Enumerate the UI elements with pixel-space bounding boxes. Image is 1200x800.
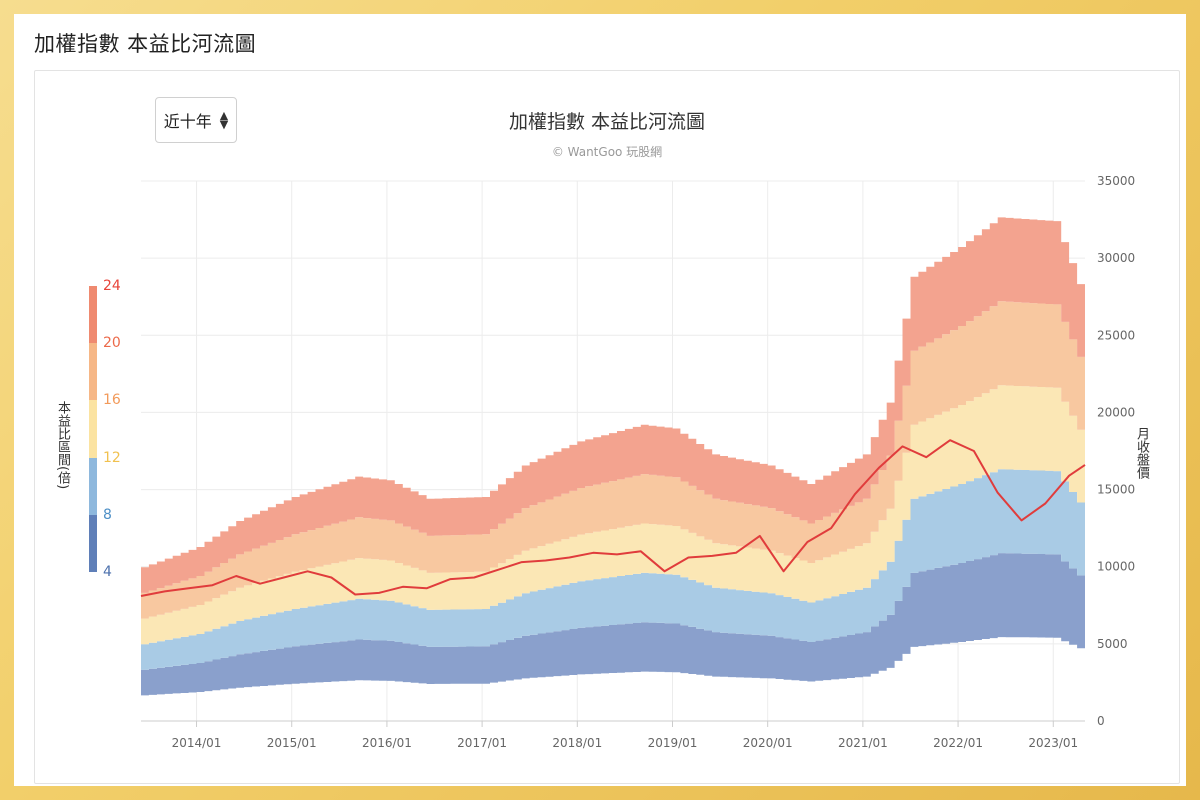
y-tick-label: 10000: [1097, 560, 1135, 574]
pe-band-12-16: [141, 385, 1085, 645]
legend-title: 本益比區間(倍): [55, 401, 70, 490]
legend-label: 16: [103, 392, 121, 409]
legend-label: 12: [103, 449, 121, 466]
pe-band-8-12: [141, 469, 1085, 670]
range-select-label: 近十年: [163, 112, 212, 131]
x-tick-label: 2017/01: [457, 736, 507, 750]
x-tick-label: 2023/01: [1028, 736, 1078, 750]
price-line: [140, 439, 1086, 597]
x-tick-label: 2016/01: [362, 736, 412, 750]
x-tick-label: 2022/01: [933, 736, 983, 750]
y-tick-label: 25000: [1097, 328, 1135, 342]
legend-label: 24: [103, 278, 121, 294]
legend-label: 8: [103, 506, 112, 523]
sort-icon: ▲ ▼: [219, 109, 229, 131]
legend-swatch-8-12: [89, 457, 97, 515]
legend-swatch-12-16: [89, 400, 97, 458]
legend-label: 20: [103, 335, 121, 352]
x-tick-label: 2015/01: [267, 736, 317, 750]
legend-swatch-16-20: [89, 343, 97, 401]
x-tick-label: 2019/01: [648, 736, 698, 750]
y-tick-label: 5000: [1097, 637, 1128, 651]
chart-subtitle: © WantGoo 玩股網: [551, 145, 663, 159]
pe-legend-bar: [89, 286, 97, 572]
x-tick-label: 2020/01: [743, 736, 793, 750]
y-tick-label: 0: [1097, 714, 1105, 728]
pe-band-16-20: [141, 301, 1085, 619]
pe-band-4-8: [141, 553, 1085, 696]
y-tick-label: 20000: [1097, 405, 1135, 419]
x-tick-label: 2021/01: [838, 736, 888, 750]
legend-swatch-20-24: [89, 286, 97, 344]
x-tick-label: 2014/01: [172, 736, 222, 750]
chart-title: 加權指數 本益比河流圖: [508, 111, 706, 133]
range-select[interactable]: 近十年 ▲ ▼: [155, 97, 237, 143]
page-title: 加權指數 本益比河流圖: [34, 32, 257, 56]
y-tick-label: 35000: [1097, 174, 1135, 188]
legend-swatch-4-8: [89, 514, 97, 572]
x-tick-label: 2018/01: [552, 736, 602, 750]
right-axis-title: 月收盤價: [1134, 427, 1149, 479]
pe-band-20-24: [141, 217, 1085, 593]
pe-river-chart: 2014/01 2015/01 2016/01 2017/01 2018/01 2019/…: [140, 174, 1135, 750]
page-frame: 加權指數 本益比河流圖 近十年 ▲ ▼ 加權指數 本益比河流圖 © WantGoo…: [14, 14, 1186, 786]
legend-label: 4: [103, 564, 112, 580]
chart-card: 近十年 ▲ ▼ 加權指數 本益比河流圖 © WantGoo 玩股網 2014/01…: [34, 70, 1180, 784]
y-tick-label: 15000: [1097, 483, 1135, 497]
y-tick-label: 30000: [1097, 251, 1135, 265]
